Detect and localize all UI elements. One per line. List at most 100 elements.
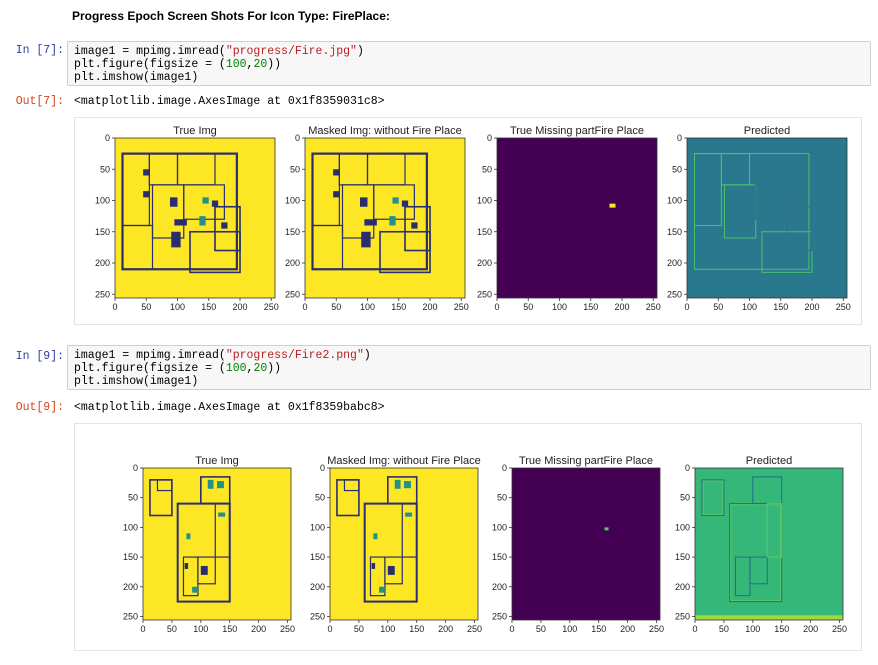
plan-block <box>186 533 191 540</box>
x-tick-label: 150 <box>409 624 424 634</box>
y-tick-label: 0 <box>487 133 492 143</box>
x-tick-label: 150 <box>774 624 789 634</box>
subplot-4: Predicted 0 0 50 50 100 100 150 150 200 200 250 250 <box>675 455 847 634</box>
y-tick-label: 250 <box>310 611 325 621</box>
x-tick-label: 150 <box>391 302 406 312</box>
x-tick-label: 250 <box>467 624 482 634</box>
plan-block <box>411 222 418 229</box>
y-tick-label: 150 <box>285 227 300 237</box>
y-tick-label: 0 <box>320 463 325 473</box>
y-tick-label: 250 <box>477 289 492 299</box>
x-tick-label: 100 <box>552 302 567 312</box>
subplot-image <box>115 138 275 298</box>
subplot-title: True Img <box>195 455 239 467</box>
plan-block <box>143 169 150 176</box>
x-tick-label: 100 <box>745 624 760 634</box>
subplot-3: True Missing partFire Place 0 0 50 50 100 100 1… <box>492 455 664 634</box>
figure-canvas: True Img005050100100150150200200250250Ma… <box>123 455 847 634</box>
subplot-1: True Img 0 0 50 50 100 100 150 150 200 200 250 250 <box>95 125 279 312</box>
y-tick-label: 150 <box>675 552 690 562</box>
subplot-image <box>330 468 478 620</box>
subplot-3: True Missing partFire Place 0 0 50 50 100 100 1… <box>477 125 661 312</box>
y-tick-label: 100 <box>310 522 325 532</box>
y-tick-label: 200 <box>95 258 110 268</box>
subplot-title: True Missing partFire Place <box>510 125 644 137</box>
x-tick-label: 200 <box>803 624 818 634</box>
y-tick-label: 250 <box>285 289 300 299</box>
y-tick-label: 250 <box>492 611 507 621</box>
figure-output-9: True Img 0 0 50 50 100 100 150 150 200 200 250 250 Ma… <box>74 423 862 651</box>
code-line-2: plt.figure(figsize = (100,20)) <box>74 58 282 71</box>
y-tick-label: 0 <box>677 133 682 143</box>
plan-room <box>311 224 344 270</box>
pred-edge <box>766 503 783 558</box>
subplot-frame <box>694 467 844 621</box>
y-tick-label: 50 <box>482 164 492 174</box>
y-tick-label: 150 <box>123 552 138 562</box>
y-tick-label: 200 <box>477 258 492 268</box>
y-tick-label: 100 <box>477 196 492 206</box>
code-cell-9[interactable]: image1 = mpimg.imread("progress/Fire2.pn… <box>67 345 871 390</box>
pred-edge <box>755 184 797 220</box>
y-tick-label: 0 <box>295 133 300 143</box>
x-tick-label: 50 <box>331 302 341 312</box>
y-tick-label: 0 <box>133 463 138 473</box>
plan-room <box>343 479 360 492</box>
y-tick-label: 0 <box>105 133 110 143</box>
x-tick-label: 200 <box>804 302 819 312</box>
plan-room <box>156 479 173 492</box>
code-line-3: plt.imshow(image1) <box>74 375 199 388</box>
in-prompt-9: In [9]: <box>15 350 64 363</box>
y-tick-label: 0 <box>502 463 507 473</box>
x-tick-label: 100 <box>170 302 185 312</box>
x-tick-label: 50 <box>354 624 364 634</box>
x-tick-label: 50 <box>523 302 533 312</box>
subplot-title: Predicted <box>744 125 790 137</box>
subplot-frame <box>496 137 658 299</box>
plan-block <box>192 586 198 593</box>
code-line-1: image1 = mpimg.imread("progress/Fire2.pn… <box>74 349 371 362</box>
plan-room <box>214 205 241 252</box>
y-tick-label: 50 <box>315 493 325 503</box>
x-tick-label: 50 <box>167 624 177 634</box>
y-tick-label: 50 <box>290 164 300 174</box>
pred-edge <box>702 480 724 515</box>
y-tick-label: 250 <box>675 611 690 621</box>
x-tick-label: 150 <box>222 624 237 634</box>
subplot-4: Predicted 0 0 50 50 100 100 150 150 200 200 250 250 <box>667 125 851 312</box>
x-tick-label: 150 <box>773 302 788 312</box>
code-cell-7[interactable]: image1 = mpimg.imread("progress/Fire.jpg… <box>67 41 871 86</box>
pred-edge <box>786 206 813 251</box>
x-tick-label: 100 <box>380 624 395 634</box>
y-tick-label: 200 <box>492 582 507 592</box>
x-tick-label: 150 <box>201 302 216 312</box>
plan-block <box>361 231 371 248</box>
y-tick-label: 250 <box>123 611 138 621</box>
y-tick-label: 0 <box>685 463 690 473</box>
x-tick-label: 0 <box>302 302 307 312</box>
x-tick-label: 50 <box>713 302 723 312</box>
x-tick-label: 100 <box>193 624 208 634</box>
plan-room <box>121 224 154 270</box>
in-prompt-7: In [7]: <box>15 44 64 57</box>
y-tick-label: 100 <box>95 196 110 206</box>
subplot-frame <box>304 137 466 299</box>
plan-room <box>369 556 386 597</box>
plan-block <box>217 481 224 489</box>
subplot-image <box>695 468 843 620</box>
figure-canvas: True Img005050100100150150200200250250Ma… <box>95 125 851 312</box>
plan-room <box>182 556 199 597</box>
y-tick-label: 200 <box>285 258 300 268</box>
plan-room <box>401 503 418 558</box>
x-tick-label: 150 <box>583 302 598 312</box>
pred-edge <box>720 153 750 186</box>
x-tick-label: 250 <box>649 624 664 634</box>
x-tick-label: 50 <box>536 624 546 634</box>
y-tick-label: 50 <box>680 493 690 503</box>
plan-block <box>171 231 181 248</box>
plan-block <box>184 563 189 569</box>
missing-part-marker <box>609 203 616 208</box>
x-tick-label: 0 <box>494 302 499 312</box>
y-tick-label: 250 <box>95 289 110 299</box>
plan-room <box>214 503 231 558</box>
